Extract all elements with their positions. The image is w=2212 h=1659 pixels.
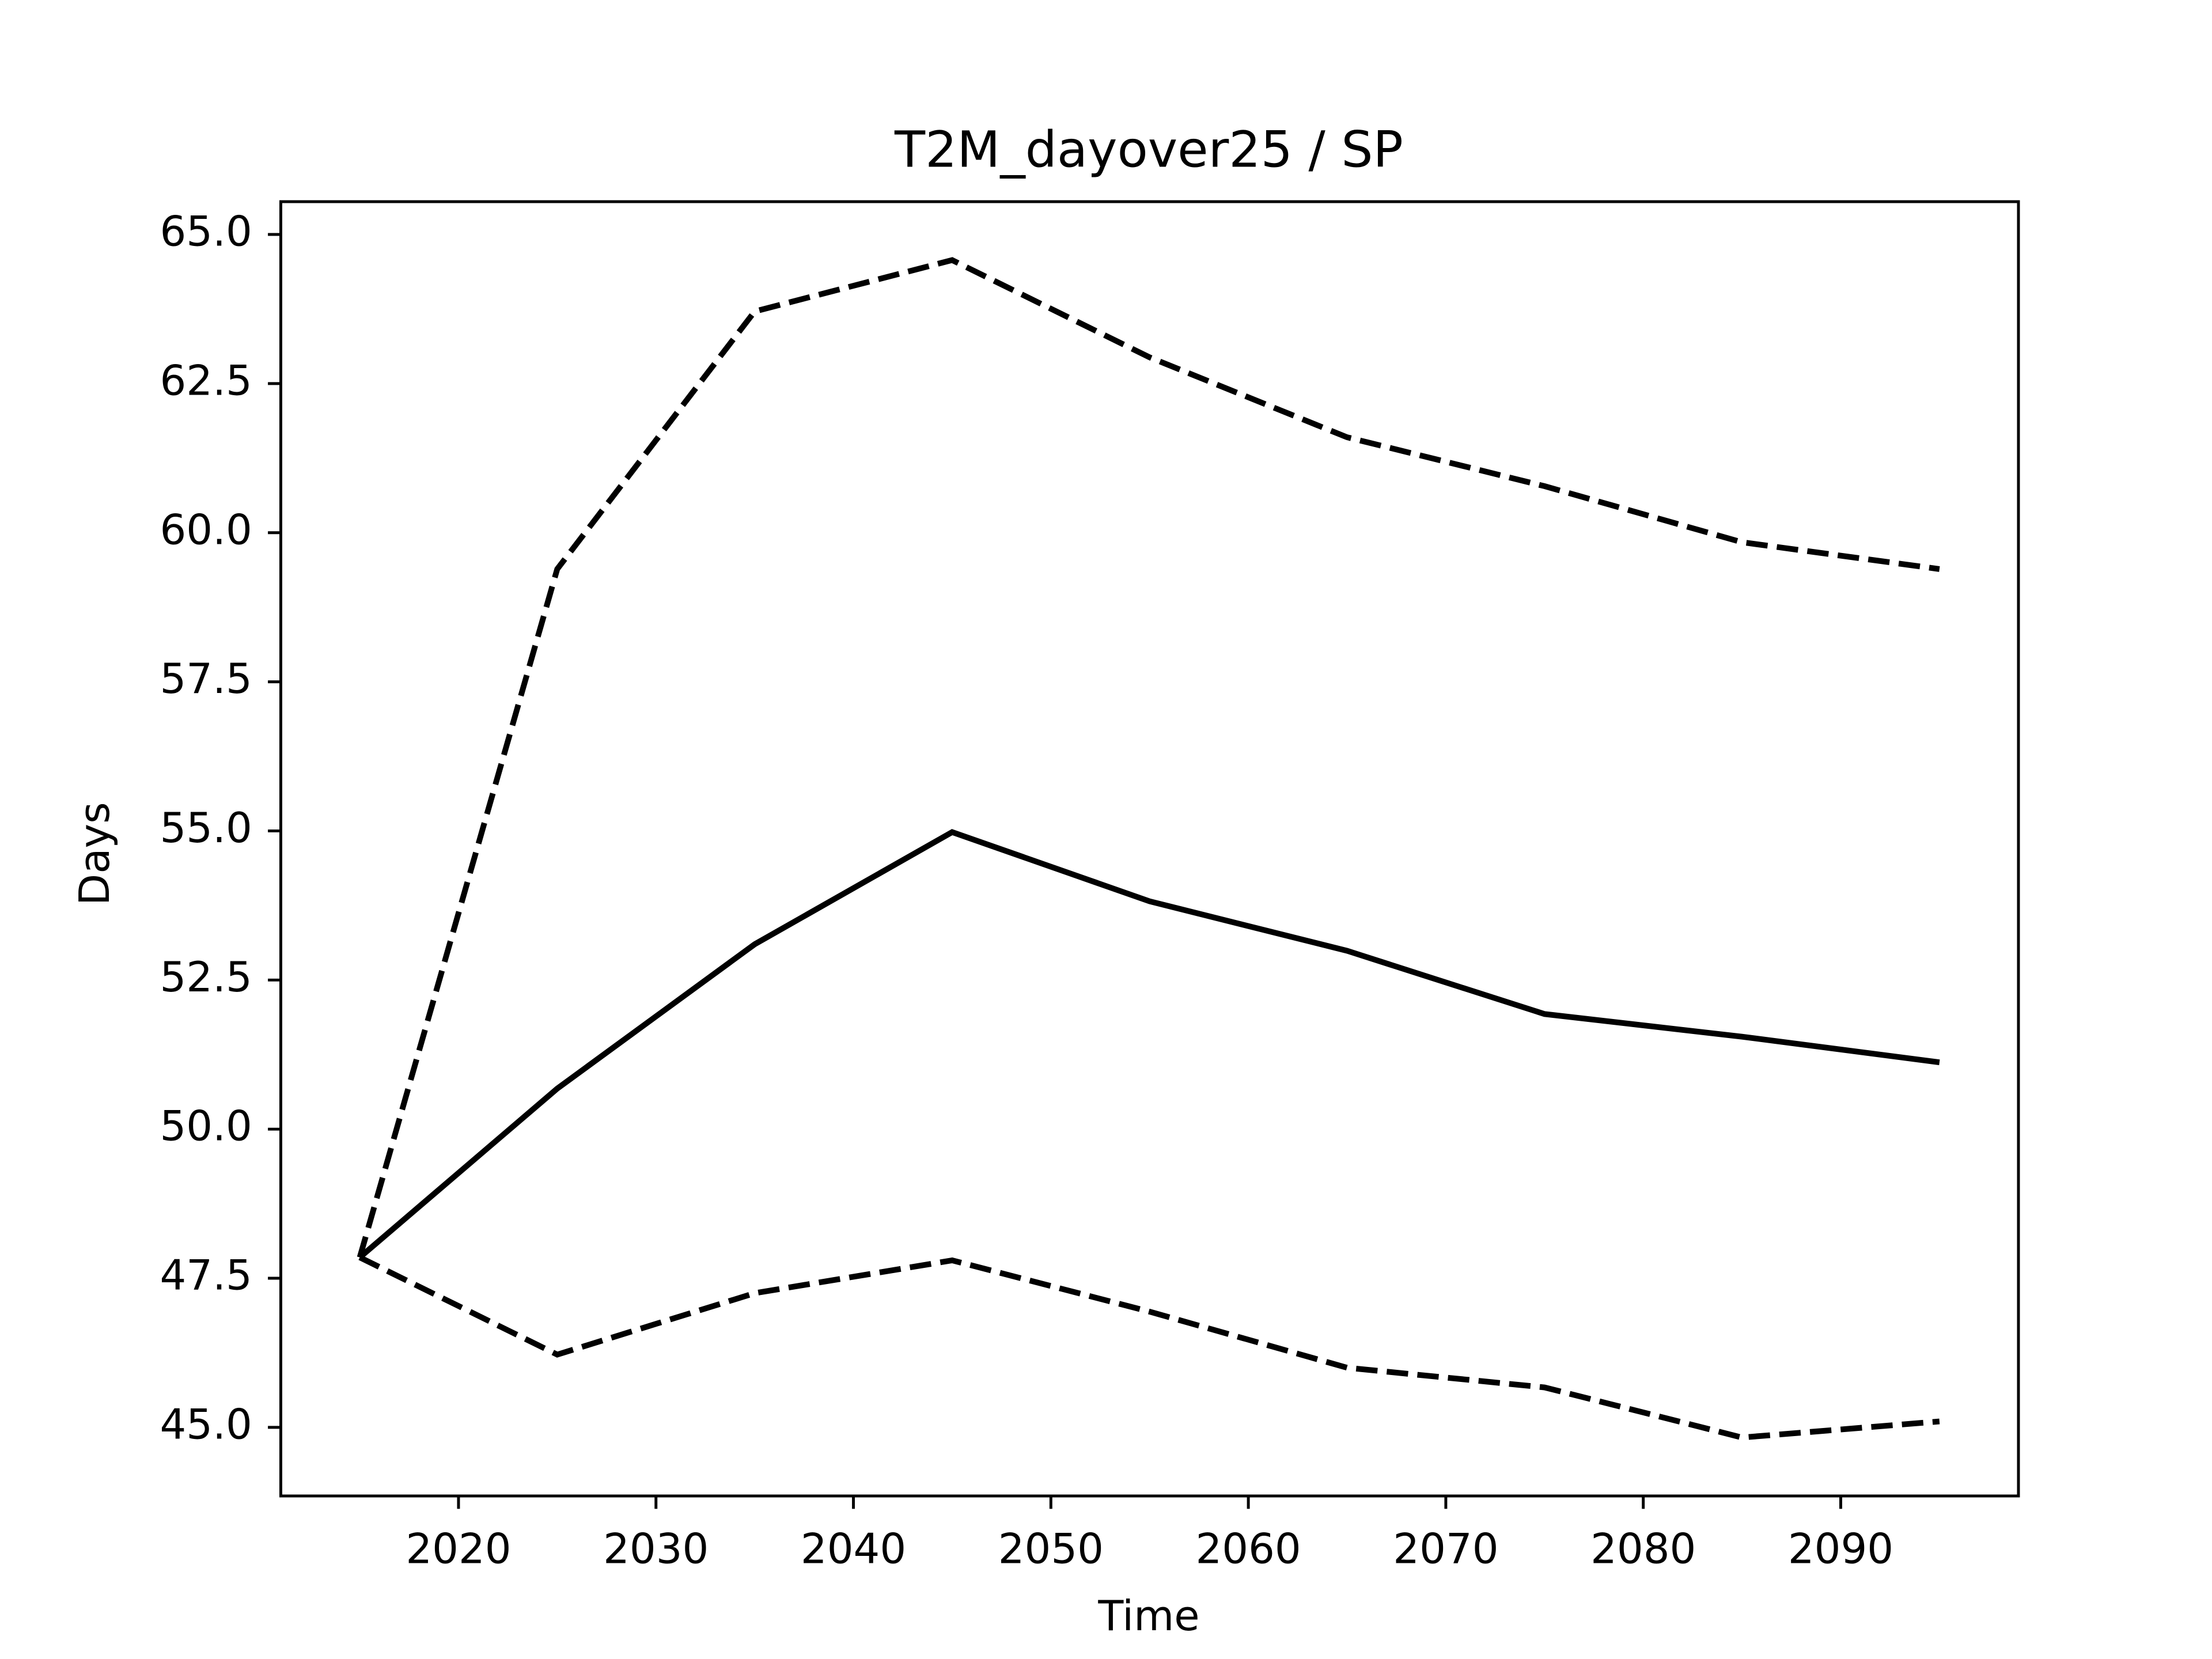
x-tick-label: 2020 [406, 1524, 511, 1573]
y-tick-label: 65.0 [160, 207, 252, 256]
line-series [358, 829, 1940, 1260]
line-series [358, 1255, 1940, 1441]
y-tick-label: 55.0 [160, 804, 252, 852]
x-tick-label: 2070 [1393, 1524, 1498, 1573]
x-tick-label: 2080 [1590, 1524, 1696, 1573]
x-tick-label: 2040 [801, 1524, 906, 1573]
chart-title: T2M_dayover25 / SP [894, 121, 1403, 179]
line-series [357, 257, 1940, 1259]
x-tick-label: 2090 [1788, 1524, 1893, 1573]
y-tick-label: 60.0 [160, 505, 252, 554]
y-tick-label: 52.5 [160, 953, 252, 1001]
plot-frame [279, 200, 2020, 1498]
y-tick-label: 50.0 [160, 1102, 252, 1150]
y-tick-label: 62.5 [160, 356, 252, 404]
x-tick-label: 2030 [603, 1524, 709, 1573]
y-tick-label: 45.0 [160, 1400, 252, 1448]
x-axis-label: Time [1097, 1592, 1199, 1640]
y-tick-label: 57.5 [160, 654, 252, 703]
y-tick-label: 47.5 [160, 1251, 252, 1300]
x-tick-label: 2050 [998, 1524, 1104, 1573]
x-tick-label: 2060 [1196, 1524, 1301, 1573]
y-axis-label: Days [70, 802, 119, 906]
